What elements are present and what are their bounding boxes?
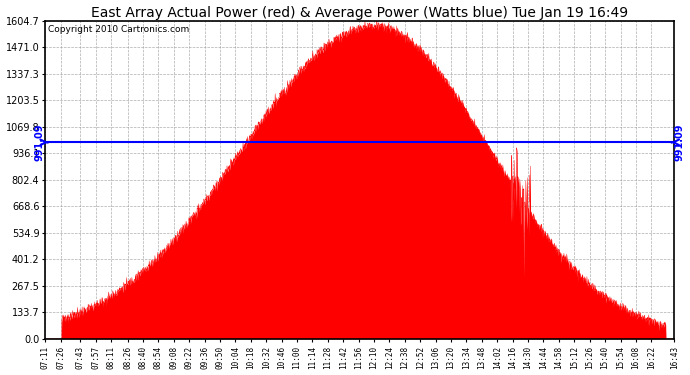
Text: Copyright 2010 Cartronics.com: Copyright 2010 Cartronics.com: [48, 26, 189, 34]
Text: 991.09: 991.09: [674, 123, 684, 161]
Text: 991.09: 991.09: [35, 123, 45, 161]
Title: East Array Actual Power (red) & Average Power (Watts blue) Tue Jan 19 16:49: East Array Actual Power (red) & Average …: [91, 6, 629, 20]
